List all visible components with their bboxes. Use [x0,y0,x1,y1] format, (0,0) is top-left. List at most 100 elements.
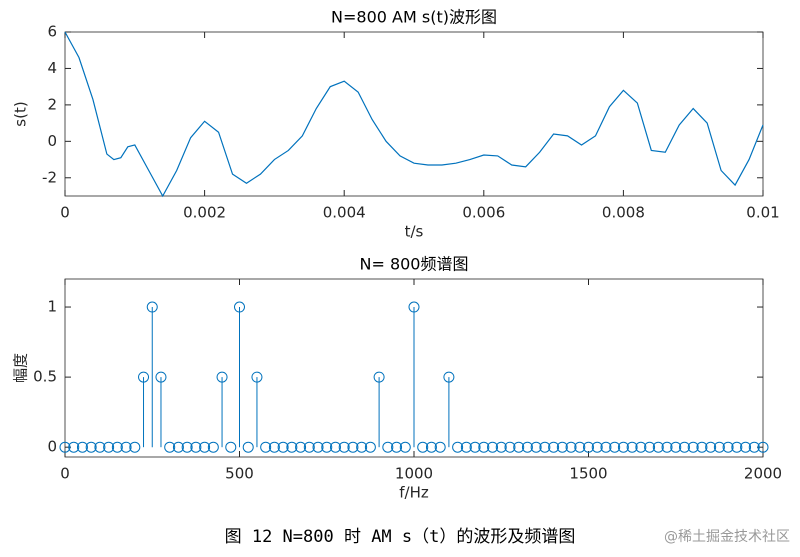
stem-marker [452,441,464,453]
stem-marker [530,441,542,453]
stem-marker [277,441,289,453]
stem-marker [199,441,211,453]
y-axis-label: s(t) [12,101,30,126]
stem-marker [120,441,132,453]
stem-marker [190,441,202,453]
stem-marker [609,441,621,453]
stem-marker [417,441,429,453]
stem-marker [661,441,673,453]
stem-marker [234,301,245,313]
stem-marker [181,441,193,453]
stem-marker [286,441,298,453]
stem-marker [312,441,324,453]
stem-marker [94,441,106,453]
stem-marker [76,441,88,453]
stem-marker [740,441,752,453]
y-axis-label: 幅度 [12,353,30,383]
x-tick-label: 0.01 [746,204,779,222]
stem-marker [722,441,734,453]
y-tick-label: 0.5 [33,368,57,386]
stem-marker [487,441,499,453]
stem-marker [600,441,612,453]
stem-marker [635,441,647,453]
x-tick-label: 0 [60,465,70,483]
stem-marker [504,441,516,453]
stem-marker [408,301,420,313]
stem-marker [321,441,333,453]
stem-marker [696,441,708,453]
x-tick-label: 0.002 [183,204,226,222]
stem-marker [111,441,123,453]
stem-marker [548,441,560,453]
y-tick-label: 6 [47,23,57,41]
stem-marker [556,441,568,453]
chart-title: N=800 AM s(t)波形图 [331,8,497,27]
stem-marker [748,441,760,453]
axes-box [64,31,764,197]
stem-marker [260,441,272,453]
stem-marker [155,371,167,383]
x-tick-label: 0 [60,204,70,222]
stem-marker [207,441,219,453]
y-tick-label: 4 [47,59,57,77]
stem-marker [565,441,577,453]
stem-marker [242,441,254,453]
x-tick-label: 0.006 [462,204,505,222]
stem-marker [225,441,237,453]
stem-marker [347,441,359,453]
stem-marker [713,441,725,453]
stem-marker [574,441,586,453]
x-tick-label: 0.004 [323,204,366,222]
stem-marker [478,441,490,453]
x-tick-label: 500 [225,465,254,483]
stem-marker [329,441,341,453]
y-tick-label: 1 [47,298,57,316]
stem-marker [164,441,176,453]
signal-line [64,31,764,198]
stem-marker [652,441,664,453]
stem-marker [495,441,507,453]
stem-marker [373,371,385,383]
stem-marker [382,441,394,453]
stem-marker [513,441,525,453]
stem-marker [539,441,551,453]
chart-title: N= 800频谱图 [359,255,468,274]
y-tick-label: 0 [47,132,57,150]
stem-marker [443,371,455,383]
x-axis-label: f/Hz [399,484,429,502]
stem-marker [399,441,411,453]
stem-marker [364,441,376,453]
caption: 图 12 N=800 时 AM s（t）的波形及频谱图 [225,527,576,547]
stem-marker [617,441,629,453]
stem-marker [705,441,717,453]
watermark: @稀土掘金技术社区 [664,529,790,545]
stem-marker [103,441,115,453]
stem-marker [172,441,184,453]
x-tick-label: 1500 [569,465,607,483]
stem-marker [591,441,603,453]
stem-marker [460,441,472,453]
stem-marker [757,441,769,453]
stem-marker [129,441,141,453]
y-tick-label: 0 [47,438,57,456]
stem-marker [68,441,80,453]
stem-marker [434,441,446,453]
stem-marker [59,441,71,453]
x-tick-label: 2000 [744,465,782,483]
stem-marker [391,441,403,453]
stem-marker [731,441,743,453]
stem-marker [678,441,690,453]
stem-marker [687,441,699,453]
x-axis-label: t/s [405,223,424,241]
stem-marker [644,441,656,453]
stem-marker [138,371,150,383]
stem-marker [268,441,280,453]
stem-marker [425,441,437,453]
stem-marker [85,441,97,453]
stem-marker [338,441,350,453]
y-tick-label: -2 [42,168,57,186]
stem-marker [583,441,594,453]
stem-marker [295,441,307,453]
stem-marker [146,301,158,313]
